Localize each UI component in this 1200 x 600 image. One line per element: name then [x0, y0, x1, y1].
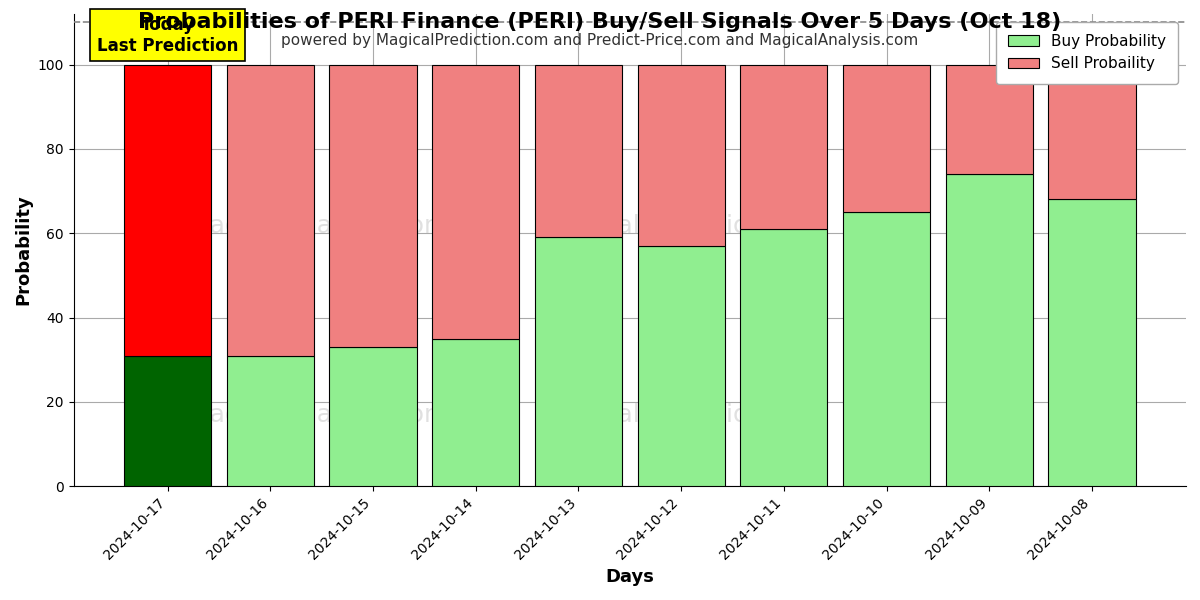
Bar: [330, 347, 416, 486]
Bar: [946, 65, 1033, 174]
Bar: [124, 65, 211, 356]
X-axis label: Days: Days: [605, 568, 654, 586]
Text: MagicalAnalysis.com: MagicalAnalysis.com: [188, 214, 449, 238]
Bar: [432, 65, 520, 338]
Bar: [535, 238, 622, 486]
Text: MagicalPrediction.com: MagicalPrediction.com: [545, 214, 827, 238]
Text: MagicalAnalysis.com: MagicalAnalysis.com: [188, 403, 449, 427]
Bar: [740, 229, 828, 486]
Bar: [227, 65, 314, 356]
Bar: [330, 65, 416, 347]
Text: Probabilities of PERI Finance (PERI) Buy/Sell Signals Over 5 Days (Oct 18): Probabilities of PERI Finance (PERI) Buy…: [138, 12, 1062, 32]
Bar: [637, 65, 725, 246]
Bar: [1049, 199, 1135, 486]
Bar: [946, 174, 1033, 486]
Bar: [842, 212, 930, 486]
Y-axis label: Probability: Probability: [14, 195, 32, 305]
Legend: Buy Probability, Sell Probaility: Buy Probability, Sell Probaility: [996, 22, 1178, 83]
Bar: [1049, 65, 1135, 199]
Bar: [535, 65, 622, 238]
Bar: [842, 65, 930, 212]
Bar: [740, 65, 828, 229]
Bar: [432, 338, 520, 486]
Text: Today
Last Prediction: Today Last Prediction: [97, 16, 239, 55]
Bar: [637, 246, 725, 486]
Bar: [124, 356, 211, 486]
Text: MagicalPrediction.com: MagicalPrediction.com: [545, 403, 827, 427]
Bar: [227, 356, 314, 486]
Text: powered by MagicalPrediction.com and Predict-Price.com and MagicalAnalysis.com: powered by MagicalPrediction.com and Pre…: [281, 33, 919, 48]
